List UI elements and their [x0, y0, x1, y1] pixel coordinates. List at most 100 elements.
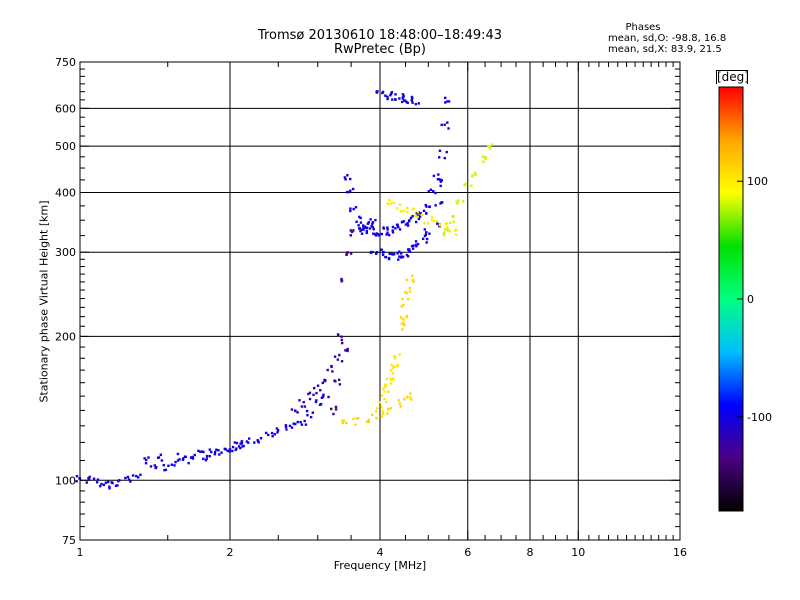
- data-point: [290, 408, 294, 411]
- stats-x-mode: mean, sd,X: 83.9, 21.5: [608, 44, 722, 55]
- data-point: [303, 419, 306, 423]
- data-point: [455, 233, 458, 236]
- stats-heading: Phases: [625, 22, 661, 33]
- data-point: [338, 353, 341, 357]
- data-point: [245, 440, 249, 443]
- data-point: [354, 206, 358, 209]
- data-point: [344, 178, 347, 181]
- data-point: [416, 210, 420, 214]
- data-point: [424, 203, 427, 207]
- data-point: [190, 456, 193, 459]
- data-point: [381, 410, 384, 413]
- data-point: [118, 479, 121, 482]
- data-point: [95, 481, 99, 484]
- data-point: [231, 449, 234, 453]
- data-point: [401, 255, 405, 259]
- data-point: [375, 251, 379, 254]
- data-point: [257, 441, 260, 444]
- data-point: [100, 482, 103, 486]
- data-point: [159, 453, 163, 457]
- data-point: [273, 433, 276, 436]
- data-point: [416, 242, 420, 246]
- colorbar-tick-label: 0: [747, 293, 754, 306]
- data-point: [344, 349, 347, 352]
- data-point: [170, 463, 174, 466]
- data-point: [435, 220, 439, 223]
- data-point: [285, 428, 288, 431]
- colorbar-tick-label: -100: [747, 411, 772, 424]
- data-point: [200, 450, 204, 453]
- data-point: [391, 225, 395, 229]
- data-point: [410, 97, 414, 100]
- data-point: [438, 149, 442, 152]
- y-tick-label: 200: [55, 330, 76, 343]
- data-point: [333, 355, 337, 358]
- data-point: [147, 456, 150, 459]
- data-point: [371, 221, 375, 224]
- data-point: [307, 392, 310, 396]
- data-point: [205, 457, 209, 460]
- data-point: [129, 480, 132, 483]
- data-point: [362, 226, 365, 229]
- data-point: [218, 453, 221, 456]
- data-point: [405, 291, 408, 295]
- data-point: [108, 487, 111, 490]
- data-point: [422, 209, 426, 213]
- data-point: [393, 355, 396, 359]
- data-point: [432, 174, 436, 178]
- data-point: [308, 397, 312, 401]
- data-point: [247, 441, 250, 444]
- data-point: [371, 225, 375, 229]
- data-point: [398, 402, 402, 405]
- data-point: [208, 454, 211, 458]
- data-point: [400, 100, 404, 104]
- data-point: [465, 182, 468, 186]
- data-point: [349, 234, 352, 237]
- data-point: [443, 228, 447, 231]
- data-point: [349, 252, 353, 255]
- data-point: [276, 429, 280, 432]
- data-point: [417, 102, 420, 105]
- data-point: [389, 93, 392, 97]
- data-point: [473, 171, 477, 175]
- data-point: [330, 407, 333, 411]
- data-point: [387, 390, 390, 394]
- data-point: [416, 214, 419, 217]
- data-point: [438, 223, 442, 227]
- data-point: [401, 220, 404, 224]
- data-point: [425, 237, 429, 241]
- data-point: [408, 250, 412, 253]
- data-point: [445, 227, 449, 230]
- data-point: [428, 232, 431, 235]
- data-point: [173, 464, 176, 467]
- data-point: [178, 458, 181, 461]
- data-point: [217, 449, 220, 452]
- data-point: [427, 190, 430, 193]
- data-point: [383, 397, 386, 401]
- data-point: [111, 481, 114, 485]
- data-point: [439, 184, 442, 188]
- data-point: [381, 253, 385, 257]
- data-point: [403, 323, 406, 327]
- data-point: [443, 156, 447, 160]
- data-point: [383, 385, 387, 389]
- data-point: [331, 370, 334, 373]
- data-point: [318, 403, 322, 407]
- data-point: [434, 191, 437, 195]
- data-point: [490, 143, 494, 147]
- data-point: [398, 255, 401, 258]
- data-point: [440, 201, 443, 204]
- y-tick-label: 300: [55, 246, 76, 259]
- data-point: [404, 223, 408, 226]
- data-point: [396, 252, 399, 255]
- data-point: [421, 237, 425, 241]
- data-point: [386, 407, 390, 411]
- data-point: [349, 207, 352, 210]
- data-point: [191, 455, 194, 459]
- data-point: [410, 99, 414, 102]
- data-point: [351, 187, 355, 191]
- data-point: [382, 412, 385, 415]
- data-point: [375, 410, 378, 413]
- data-point: [182, 457, 185, 460]
- data-point: [400, 209, 403, 213]
